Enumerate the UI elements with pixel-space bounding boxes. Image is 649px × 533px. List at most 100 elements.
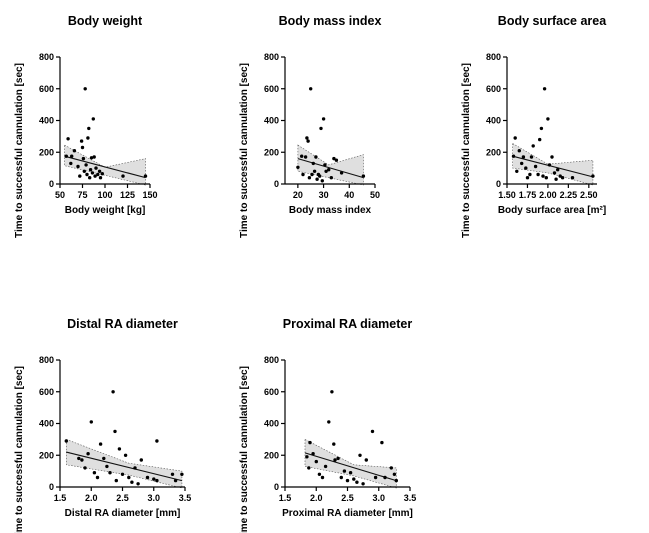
data-point	[86, 136, 90, 140]
x-tick-label: 2.50	[580, 190, 598, 200]
data-point	[323, 464, 328, 469]
data-point	[531, 144, 535, 148]
data-point	[83, 87, 87, 91]
data-point	[305, 455, 309, 459]
chart-title: Proximal RA diameter	[283, 317, 413, 331]
data-point	[79, 139, 84, 143]
data-point	[355, 480, 359, 484]
x-tick-label: 75	[77, 190, 87, 200]
data-point	[320, 179, 324, 183]
data-point	[383, 475, 387, 480]
data-point	[392, 472, 397, 476]
y-axis-label: Time to successful cannulation [sec]	[239, 63, 250, 238]
data-point	[64, 439, 69, 443]
data-point	[332, 442, 336, 446]
x-tick-label: 50	[55, 190, 65, 200]
data-point	[373, 475, 378, 480]
x-tick-label: 30	[319, 190, 329, 200]
data-point	[111, 390, 115, 394]
data-point	[80, 145, 85, 150]
data-point	[89, 156, 94, 160]
data-point	[327, 420, 331, 424]
data-point	[69, 161, 73, 166]
data-point	[515, 169, 519, 173]
data-point	[311, 452, 315, 456]
x-tick-label: 2.00	[539, 190, 557, 200]
y-axis-label: Time to successful cannulation [sec]	[14, 63, 25, 238]
data-point	[525, 176, 530, 180]
data-point	[550, 155, 554, 159]
data-point	[319, 126, 323, 131]
y-axis-label: Time to successful cannulation [sec]	[239, 366, 250, 533]
x-tick-label: 3.0	[147, 493, 160, 503]
data-point	[72, 149, 77, 153]
data-point	[155, 478, 159, 483]
data-point	[123, 453, 128, 457]
y-tick-label: 0	[49, 482, 54, 492]
x-tick-label: 1.5	[279, 493, 292, 503]
data-point	[121, 174, 125, 178]
x-axis-label: Body surface area [m²]	[498, 205, 606, 216]
data-point	[536, 172, 540, 177]
data-point	[538, 137, 542, 142]
data-point	[324, 169, 328, 173]
regression-line	[66, 451, 183, 482]
data-point	[394, 478, 398, 483]
x-tick-label: 3.5	[179, 493, 192, 503]
confidence-band	[512, 142, 594, 186]
data-point	[87, 126, 91, 131]
data-point	[97, 169, 102, 173]
data-point	[102, 456, 106, 461]
regression-line	[304, 452, 397, 482]
data-point	[77, 456, 81, 461]
scatter-panel-1: Body weight 0 200 400 600 800 50 75 100 125 150 Bod…	[14, 14, 158, 238]
data-point	[558, 174, 562, 178]
data-point	[88, 176, 92, 180]
data-point	[342, 469, 347, 473]
data-point	[520, 161, 524, 166]
y-tick-label: 400	[264, 419, 279, 429]
data-point	[547, 163, 552, 167]
data-point	[321, 117, 326, 121]
y-tick-label: 0	[274, 482, 279, 492]
y-tick-label: 600	[486, 84, 501, 94]
y-tick-label: 600	[39, 84, 54, 94]
x-axis-label: Distal RA diameter [mm]	[65, 508, 181, 519]
x-tick-label: 40	[344, 190, 354, 200]
data-point	[143, 174, 148, 178]
data-point	[307, 466, 311, 470]
y-tick-label: 600	[39, 387, 54, 397]
data-point	[521, 155, 526, 159]
data-point	[552, 171, 557, 175]
y-tick-label: 800	[39, 355, 54, 365]
data-point	[89, 420, 94, 424]
data-point	[117, 447, 122, 451]
data-point	[85, 172, 89, 177]
y-axis-label: Time to successful cannulation [sec]	[14, 366, 25, 533]
data-point	[91, 117, 96, 121]
data-point	[84, 163, 88, 167]
x-tick-label: 2.0	[85, 493, 98, 503]
data-point	[364, 458, 368, 462]
data-point	[307, 176, 312, 180]
data-point	[318, 174, 322, 178]
data-point	[152, 477, 156, 481]
data-point	[541, 174, 545, 178]
data-point	[389, 466, 393, 470]
data-point	[352, 477, 356, 481]
data-point	[127, 475, 131, 480]
data-point	[327, 168, 331, 172]
data-point	[95, 475, 100, 480]
data-point	[323, 163, 327, 167]
data-point	[320, 475, 325, 480]
data-point	[314, 459, 318, 464]
data-point	[88, 168, 93, 172]
data-point	[334, 158, 339, 162]
data-point	[81, 156, 86, 161]
x-tick-label: 2.0	[310, 493, 323, 503]
data-point	[66, 137, 70, 141]
data-point	[180, 472, 184, 476]
data-point	[92, 155, 96, 159]
data-point	[542, 87, 547, 91]
data-point	[330, 390, 334, 394]
